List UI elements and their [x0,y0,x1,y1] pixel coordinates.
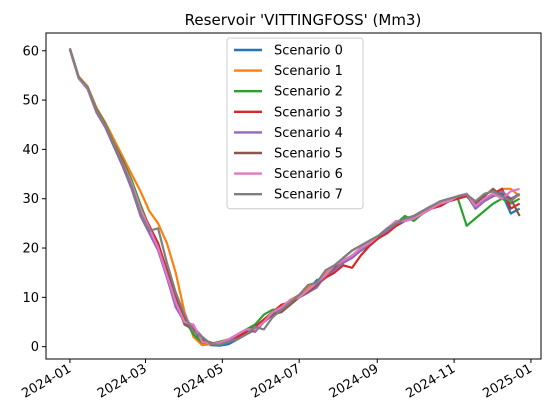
y-tick-label-3: 30 [22,192,39,207]
legend-label-4: Scenario 4 [274,126,343,141]
series-line-7 [68,47,521,346]
series-layer [68,47,521,347]
x-tick-label-0: 2024-01 [19,361,74,401]
legend-label-7: Scenario 7 [274,188,343,203]
y-tick-label-4: 40 [22,143,39,158]
y-tick-label-1: 10 [22,291,39,306]
x-tick-label-2: 2024-05 [172,361,227,401]
legend: Scenario 0 Scenario 1 Scenario 2 Scenario 3… [226,37,364,210]
y-tick-label-5: 50 [22,94,39,109]
x-tick-label-6: 2025-01 [480,361,535,401]
legend-label-2: Scenario 2 [274,85,343,100]
legend-label-6: Scenario 6 [274,167,343,182]
x-tick-label-1: 2024-03 [95,361,150,401]
x-tick-label-3: 2024-07 [249,361,304,401]
x-tick-label-5: 2024-11 [404,361,459,401]
y-tick-label-0: 0 [31,340,39,355]
legend-label-5: Scenario 5 [274,147,343,162]
legend-label-0: Scenario 0 [274,44,343,59]
y-tick-label-6: 60 [22,44,39,59]
chart-title: Reservoir 'VITTINGFOSS' (Mm3) [185,11,422,29]
x-tick-label-4: 2024-09 [327,361,382,401]
y-tick-label-2: 20 [22,242,39,257]
legend-label-1: Scenario 1 [274,64,343,79]
legend-label-3: Scenario 3 [274,105,343,120]
legend-box [226,37,364,210]
plot-frame [45,32,542,360]
